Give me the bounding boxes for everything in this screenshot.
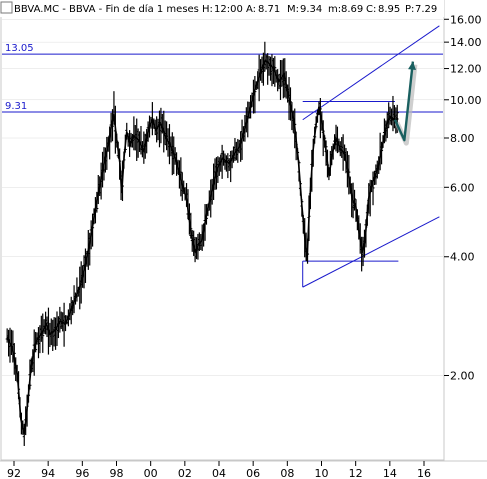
symbol-description: BBVA.MC - BBVA - Fin de día 1 meses bbox=[14, 3, 199, 15]
x-tick-label: 96 bbox=[75, 467, 89, 479]
x-tick-label: 92 bbox=[7, 467, 21, 479]
trend-lines bbox=[302, 25, 440, 288]
x-tick-label: 12 bbox=[349, 467, 363, 479]
x-tick-label: 94 bbox=[41, 467, 55, 479]
x-tick-label: 10 bbox=[315, 467, 329, 479]
y-tick-label: 6.00 bbox=[450, 181, 475, 194]
header-min-label: m: bbox=[328, 4, 341, 15]
header-a-value: 8.71 bbox=[258, 4, 280, 15]
header-m-value: 9.34 bbox=[300, 4, 322, 15]
x-tick-label: 00 bbox=[144, 467, 158, 479]
projection-arrowhead bbox=[408, 61, 417, 70]
x-tick-label: 04 bbox=[212, 467, 226, 479]
projection bbox=[393, 61, 418, 146]
x-tick-label: 98 bbox=[110, 467, 124, 479]
header-c-label: C: bbox=[366, 4, 376, 15]
header-p-label: P: bbox=[405, 4, 414, 15]
level-label: 9.31 bbox=[5, 101, 27, 112]
y-tick-label: 10.00 bbox=[450, 94, 482, 107]
x-tick-label: 06 bbox=[246, 467, 260, 479]
header-m-label: M: bbox=[287, 4, 299, 15]
channel-trend-line bbox=[302, 25, 440, 121]
y-tick-label: 2.00 bbox=[450, 369, 475, 382]
y-tick-label: 4.00 bbox=[450, 251, 475, 264]
header-min-value: 8.69 bbox=[341, 4, 363, 15]
symbol-box[interactable] bbox=[0, 1, 13, 14]
level-label: 13.05 bbox=[5, 43, 34, 54]
projection-line bbox=[393, 61, 415, 142]
header-h-label: H: bbox=[202, 4, 213, 15]
y-tick-label: 16.00 bbox=[450, 13, 482, 26]
y-tick-label: 12.00 bbox=[450, 63, 482, 76]
y-tick-label: 8.00 bbox=[450, 132, 475, 145]
price-series bbox=[5, 41, 399, 446]
x-tick-label: 02 bbox=[178, 467, 192, 479]
header-c-value: 8.95 bbox=[378, 4, 400, 15]
header-background bbox=[0, 0, 444, 17]
grid-lines bbox=[2, 19, 443, 376]
price-line bbox=[6, 58, 399, 435]
y-axis-ticks: 16.00 14.00 12.00 10.00 8.00 6.00 4.00 2.00 bbox=[444, 13, 482, 382]
header-h-value: 12:00 bbox=[214, 4, 243, 15]
header-p-value: 7.29 bbox=[415, 4, 437, 15]
horizontal-levels: 13.05 9.31 bbox=[2, 43, 443, 262]
x-axis-ticks: 92 94 96 98 00 02 04 06 08 10 12 14 16 bbox=[7, 461, 431, 479]
y-tick-label: 14.00 bbox=[450, 36, 482, 49]
header-a-label: A: bbox=[246, 4, 256, 15]
x-tick-label: 16 bbox=[417, 467, 431, 479]
x-tick-label: 14 bbox=[383, 467, 397, 479]
channel-trend-line bbox=[302, 216, 440, 288]
x-tick-label: 08 bbox=[280, 467, 294, 479]
